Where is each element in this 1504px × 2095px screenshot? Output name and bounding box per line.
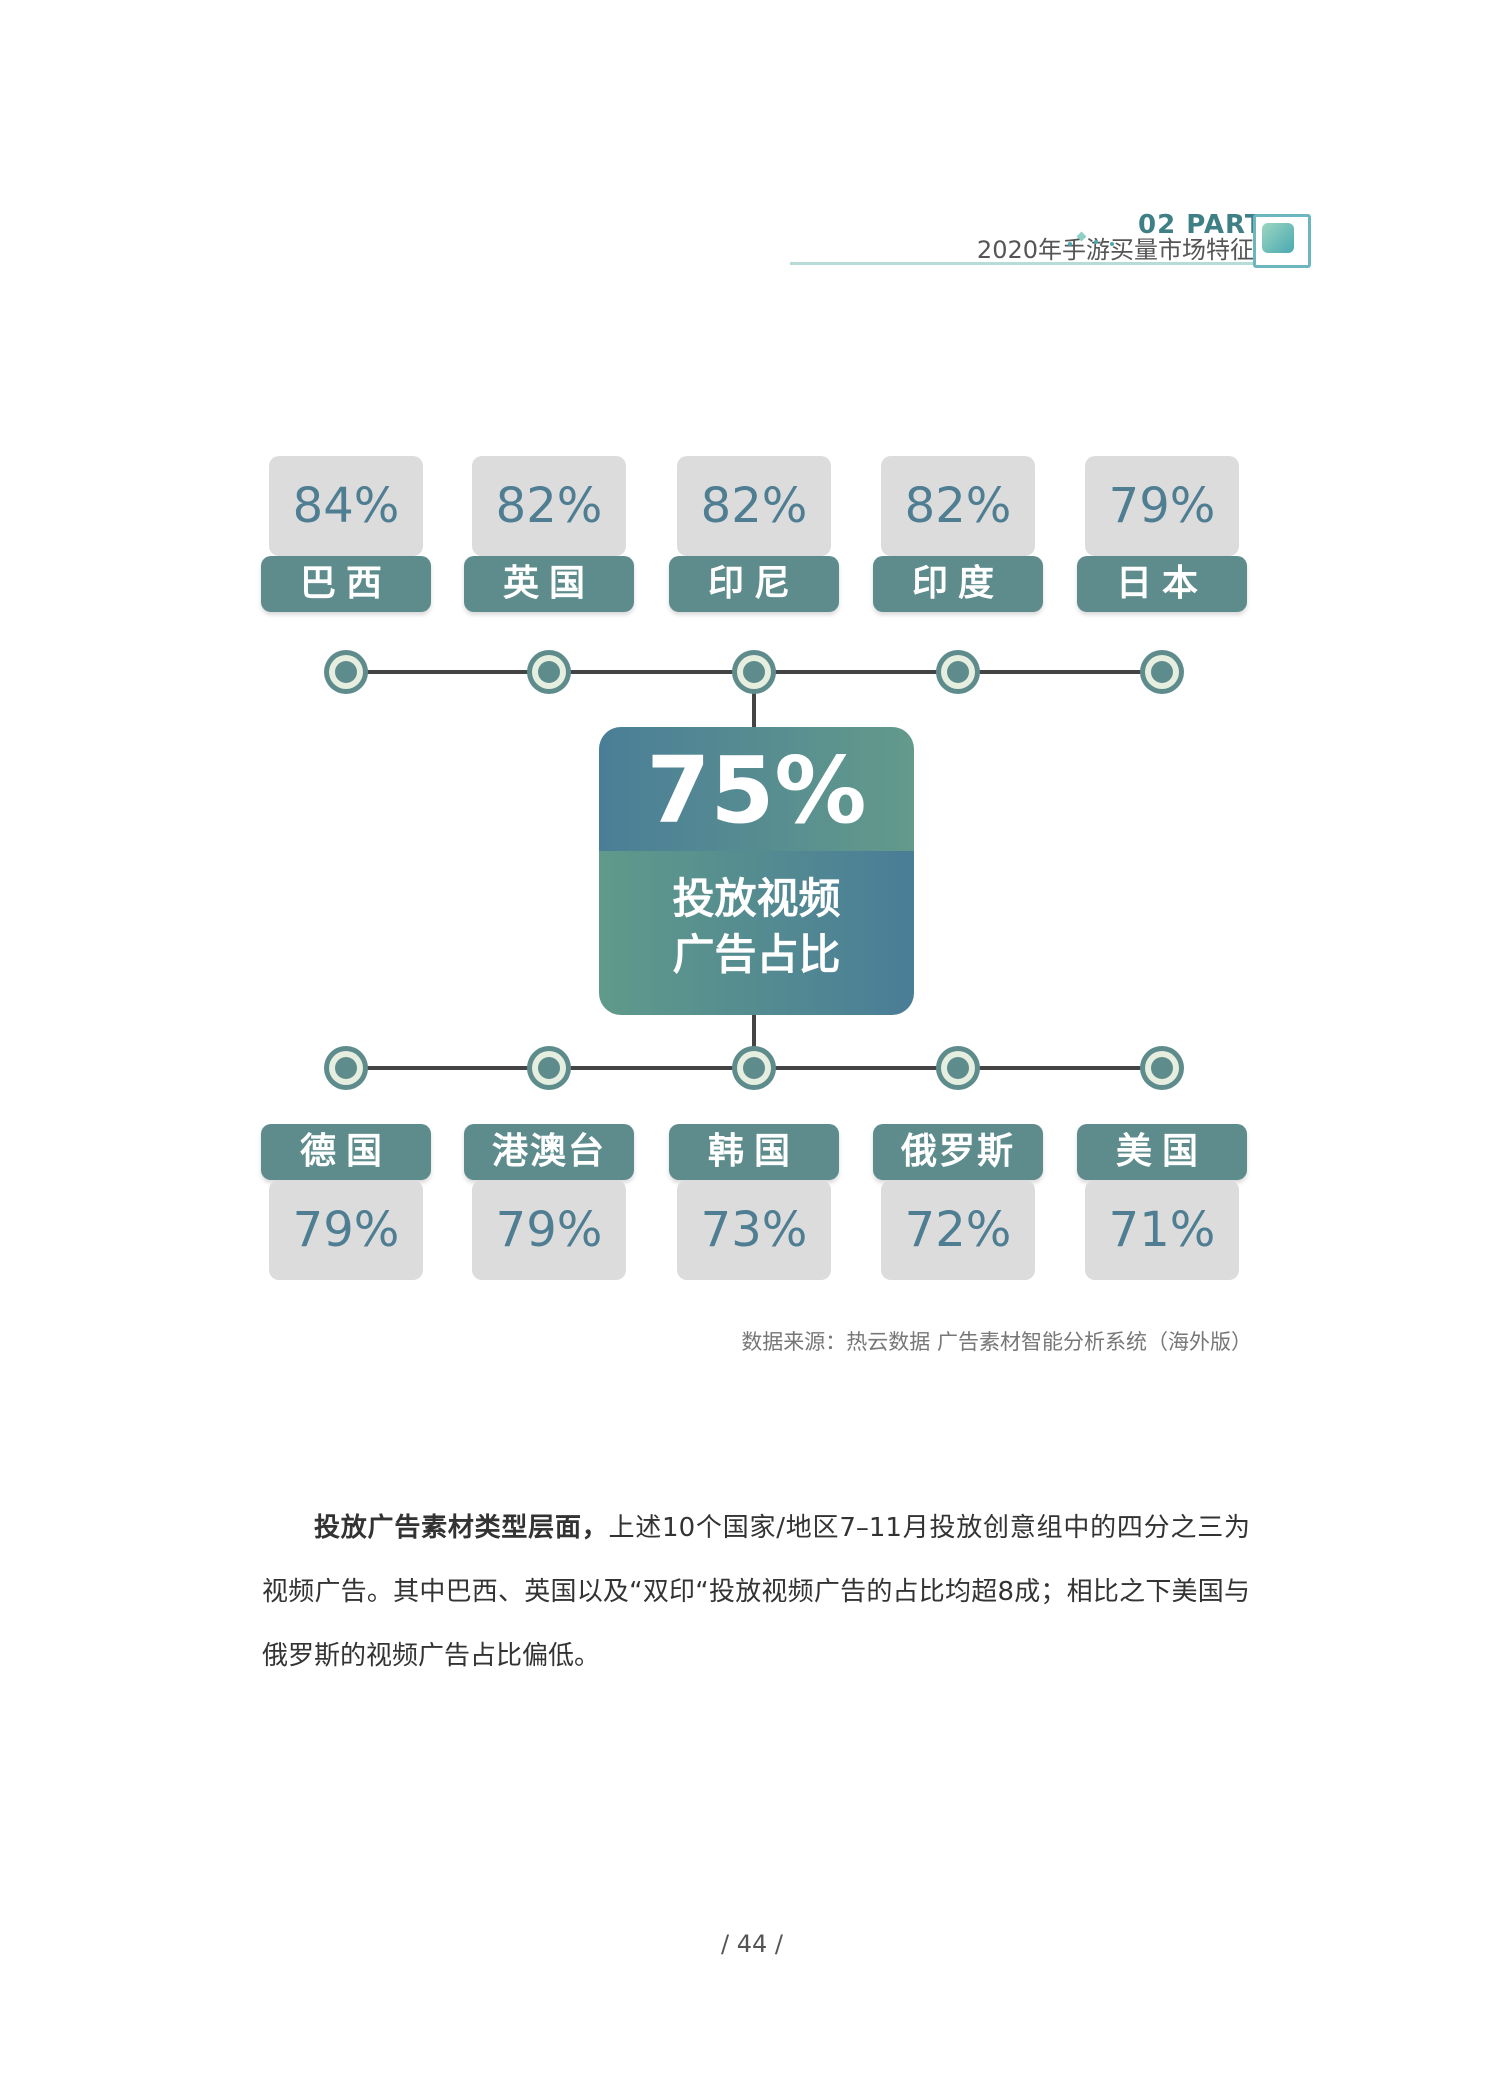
timeline-node (1140, 650, 1184, 694)
header-box-fill (1262, 223, 1294, 253)
region-tag: 日本 (1077, 556, 1247, 612)
region-tag: 印尼 (669, 556, 839, 612)
timeline-node (936, 1046, 980, 1090)
page-header: 2020年手游买量市场特征 02 PART (0, 0, 1504, 280)
region-tag: 英国 (464, 556, 634, 612)
value-tile: 79% (472, 1180, 626, 1280)
center-summary-box: 75% 投放视频 广告占比 (599, 727, 914, 1015)
timeline-node (1140, 1046, 1184, 1090)
value-tile: 82% (472, 456, 626, 556)
region-tag: 德国 (261, 1124, 431, 1180)
timeline-node (527, 1046, 571, 1090)
value-tile: 82% (881, 456, 1035, 556)
header-title: 2020年手游买量市场特征 (976, 236, 1254, 264)
center-label-line1: 投放视频 (672, 874, 841, 923)
header-part-label: 02 PART (1138, 210, 1264, 240)
region-tag: 巴西 (261, 556, 431, 612)
center-label-line2: 广告占比 (672, 930, 841, 979)
value-tile: 79% (1085, 456, 1239, 556)
connector-lines (324, 650, 1184, 1090)
body-lead-bold: 投放广告素材类型层面， (314, 1513, 609, 1543)
value-tile: 72% (881, 1180, 1035, 1280)
header-underline (790, 262, 1310, 265)
body-text: 上述10个国家/地区7–11月投放创意组中的四分之三为视频广告。其中巴西、英国以… (262, 1513, 1250, 1671)
region-tag: 韩国 (669, 1124, 839, 1180)
region-tag: 美国 (1077, 1124, 1247, 1180)
value-tile: 82% (677, 456, 831, 556)
timeline-node (324, 650, 368, 694)
source-note: 数据来源：热云数据 广告素材智能分析系统（海外版） (741, 1330, 1252, 1354)
center-value: 75% (599, 727, 914, 851)
value-tile: 71% (1085, 1180, 1239, 1280)
timeline-node (527, 650, 571, 694)
timeline-node (936, 650, 980, 694)
region-tag: 印度 (873, 556, 1043, 612)
value-tile: 84% (269, 456, 423, 556)
header-dots-decoration (1068, 231, 1114, 246)
region-tag: 港澳台 (464, 1124, 634, 1180)
body-paragraph: 投放广告素材类型层面，上述10个国家/地区7–11月投放创意组中的四分之三为视频… (262, 1496, 1250, 1688)
timeline-node (324, 1046, 368, 1090)
value-tile: 73% (677, 1180, 831, 1280)
timeline-node (732, 650, 776, 694)
timeline-node (732, 1046, 776, 1090)
value-tile: 79% (269, 1180, 423, 1280)
video-ad-share-chart: 84% 巴西 82% 英国 82% 印尼 82% 印度 79% 日本 德国 79% 港澳台 79% 韩国 7… (0, 420, 1504, 1320)
region-tag: 俄罗斯 (873, 1124, 1043, 1180)
page-number: / 44 / (721, 1930, 783, 1958)
header-box-decoration (1253, 214, 1311, 268)
center-label: 投放视频 广告占比 (599, 851, 914, 1015)
